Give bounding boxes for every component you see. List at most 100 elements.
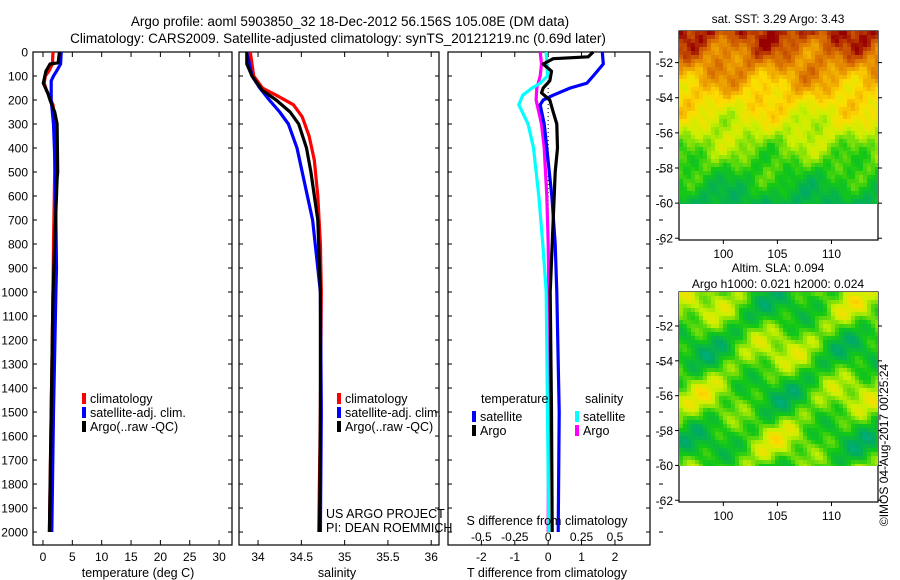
legend-swatch <box>337 393 341 404</box>
y-tick-label: 1100 <box>2 310 28 324</box>
x-tick-label: 10 <box>95 550 109 564</box>
series-line-satellite-adj-clim- <box>49 51 63 533</box>
legend-swatch <box>575 411 579 422</box>
y-tick-label: -54 <box>656 91 674 105</box>
s-x-tick-label: 0.25 <box>570 530 594 544</box>
plot-frame <box>447 51 651 546</box>
y-tick-label: 1400 <box>1 382 28 396</box>
y-tick-label: 1300 <box>1 358 28 372</box>
y-tick-label: 200 <box>8 94 28 108</box>
x-tick-label: 36 <box>425 550 439 564</box>
legend-swatch <box>472 425 476 436</box>
sla-map-panel: -52 -54 -56 -58 -60 -62 100 105 110 <box>656 291 882 523</box>
legend-swatch <box>472 411 476 422</box>
t-difference-xlabel: T difference from climatology <box>467 566 628 580</box>
legend-label: Argo <box>583 424 609 438</box>
s-x-tick-label: -0.25 <box>501 530 529 544</box>
legend-title-temperature: temperature <box>481 392 548 406</box>
y-tick-label: -58 <box>656 424 674 438</box>
x-tick-label: 110 <box>822 247 841 261</box>
y-tick-label: 1500 <box>1 406 28 420</box>
y-tick-label: -62 <box>656 494 674 508</box>
y-tick-label: 700 <box>8 214 28 228</box>
x-tick-label: 34.5 <box>290 550 314 564</box>
y-tick-label: 2000 <box>1 526 28 540</box>
title-line-2: Climatology: CARS2009. Satellite-adjuste… <box>70 31 606 46</box>
x-tick-label: -1 <box>509 550 520 564</box>
y-tick-label: 900 <box>8 262 28 276</box>
x-tick-label: 0 <box>545 550 552 564</box>
legend-swatch <box>337 421 341 432</box>
y-tick-label: 1700 <box>1 454 28 468</box>
legend-label: satellite <box>583 410 625 424</box>
salinity-panel: 34 34.5 35 35.5 36 climatologysatellite-adj. … <box>238 51 441 564</box>
plot-frame <box>32 51 233 546</box>
legend-label: Argo(..raw -QC) <box>90 420 178 434</box>
x-tick-label: -2 <box>476 550 487 564</box>
s-x-tick-label: 0.5 <box>607 530 624 544</box>
title-line-1: Argo profile: aoml 5903850_32 18-Dec-201… <box>131 14 569 29</box>
series-line-satellite-adj-clim- <box>245 51 323 533</box>
legend-swatch <box>337 407 341 418</box>
plot-frame <box>238 51 440 546</box>
y-tick-label: 500 <box>8 166 28 180</box>
sla-heatmap <box>679 292 878 466</box>
y-tick-label: 100 <box>8 70 28 84</box>
series-line-temperature-argo <box>539 50 595 533</box>
legend-label: satellite <box>480 410 522 424</box>
sla-map-subtitle: Argo h1000: 0.021 h2000: 0.024 <box>692 277 864 291</box>
salinity-xlabel: salinity <box>318 566 357 580</box>
series-line-salinity-argo <box>534 51 551 533</box>
y-tick-label: 1800 <box>1 478 28 492</box>
y-tick-label: -52 <box>656 56 674 70</box>
legend-label: Argo <box>480 424 506 438</box>
y-tick-label: 800 <box>8 238 28 252</box>
y-tick-label: 1600 <box>1 430 28 444</box>
y-tick-label: -58 <box>656 161 674 175</box>
legend-swatch <box>82 421 86 432</box>
y-tick-label: 600 <box>8 190 28 204</box>
s-x-tick-label: -0.5 <box>471 530 492 544</box>
s-difference-xlabel: S difference from climatology <box>467 514 629 528</box>
y-tick-label: 400 <box>8 142 28 156</box>
copyright-text: ©IMOS 04-Aug-2017 00:25:24 <box>877 364 891 527</box>
legend-swatch <box>82 393 86 404</box>
difference-panel: -2 -1 0 1 2 -0.5 -0.25 0 0.25 0.5 temperature salin… <box>447 50 663 564</box>
x-tick-label: 35.5 <box>376 550 400 564</box>
legend-title-salinity: salinity <box>585 392 624 406</box>
legend-swatch <box>575 425 579 436</box>
legend-label: satellite-adj. clim. <box>345 406 441 420</box>
s-x-tick-label: 0 <box>545 530 552 544</box>
legend-label: satellite-adj. clim. <box>90 406 186 420</box>
y-tick-label: 300 <box>8 118 28 132</box>
series-line-argo-raw-qc- <box>245 52 322 533</box>
legend-label: climatology <box>90 392 153 406</box>
x-tick-label: 5 <box>69 550 76 564</box>
y-tick-label: -52 <box>656 319 674 333</box>
pi-credit: PI: DEAN ROEMMICH <box>326 521 452 535</box>
x-tick-label: 110 <box>822 509 841 523</box>
y-tick-label: 1000 <box>1 286 28 300</box>
y-tick-label: -54 <box>656 354 674 368</box>
x-tick-label: 25 <box>183 550 197 564</box>
x-tick-label: 35 <box>338 550 352 564</box>
series-line-salinity-satellite <box>517 51 551 533</box>
x-tick-label: 100 <box>713 509 733 523</box>
x-tick-label: 20 <box>154 550 168 564</box>
sst-heatmap <box>679 31 878 204</box>
x-tick-label: 30 <box>212 550 226 564</box>
x-tick-label: 2 <box>612 550 619 564</box>
y-tick-label: 1200 <box>1 334 28 348</box>
legend-label: climatology <box>345 392 408 406</box>
series-line-argo-raw-qc- <box>41 51 61 533</box>
sst-map-title: sat. SST: 3.29 Argo: 3.43 <box>712 12 845 26</box>
y-tick-label: -60 <box>656 197 674 211</box>
x-tick-label: 105 <box>767 247 787 261</box>
legend-label: Argo(..raw -QC) <box>345 420 433 434</box>
temperature-xlabel: temperature (deg C) <box>82 566 195 580</box>
x-tick-label: 0 <box>40 550 47 564</box>
y-tick-label: -60 <box>656 459 674 473</box>
series-line-climatology <box>248 51 323 533</box>
